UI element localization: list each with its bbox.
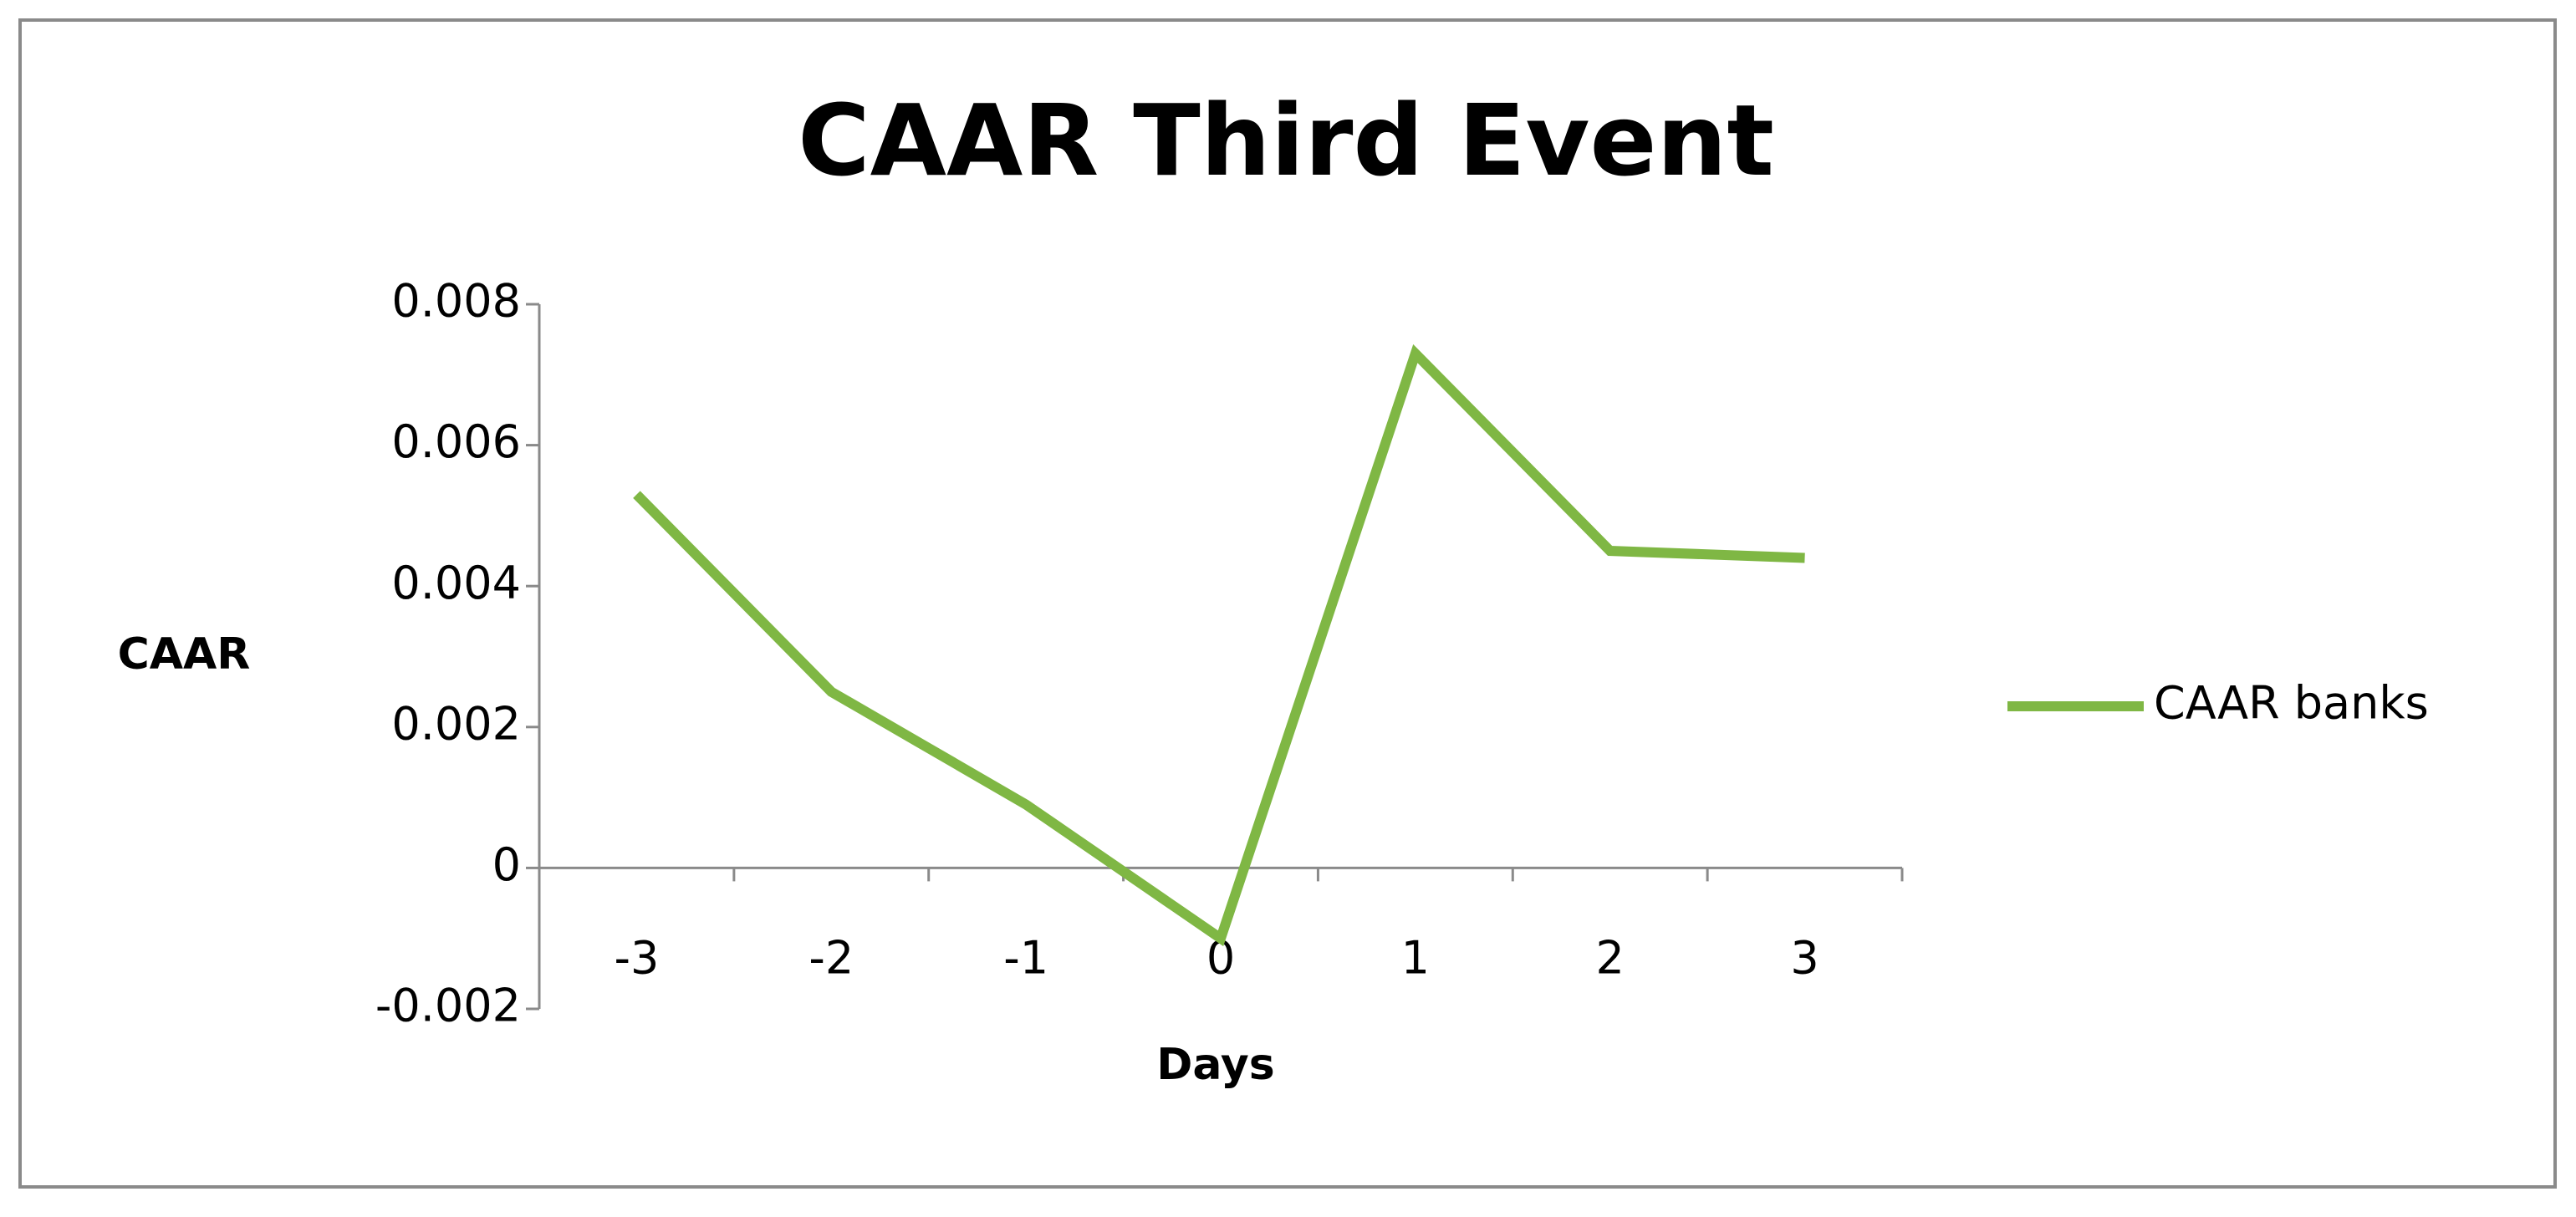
- y-axis-title: CAAR: [118, 629, 251, 680]
- legend-label: CAAR banks: [2154, 677, 2429, 730]
- chart-frame: [18, 18, 2557, 1189]
- y-tick-label: 0.006: [391, 415, 521, 468]
- x-tick-label: 1: [1401, 932, 1430, 985]
- y-tick-label: 0.002: [391, 697, 521, 750]
- x-tick-label: -2: [809, 932, 854, 985]
- x-tick-label: 3: [1790, 932, 1819, 985]
- y-tick-label: 0.008: [391, 275, 521, 328]
- x-tick-label: -3: [615, 932, 660, 985]
- chart-title: CAAR Third Event: [798, 83, 1774, 198]
- data-line: [633, 344, 1805, 947]
- y-tick-label: 0.004: [391, 557, 521, 609]
- x-tick-label: 2: [1596, 932, 1625, 985]
- x-tick-label: -1: [1003, 932, 1048, 985]
- x-axis-title: Days: [1156, 1040, 1275, 1090]
- y-tick-label: 0: [492, 838, 521, 891]
- y-tick-label: -0.002: [375, 980, 521, 1032]
